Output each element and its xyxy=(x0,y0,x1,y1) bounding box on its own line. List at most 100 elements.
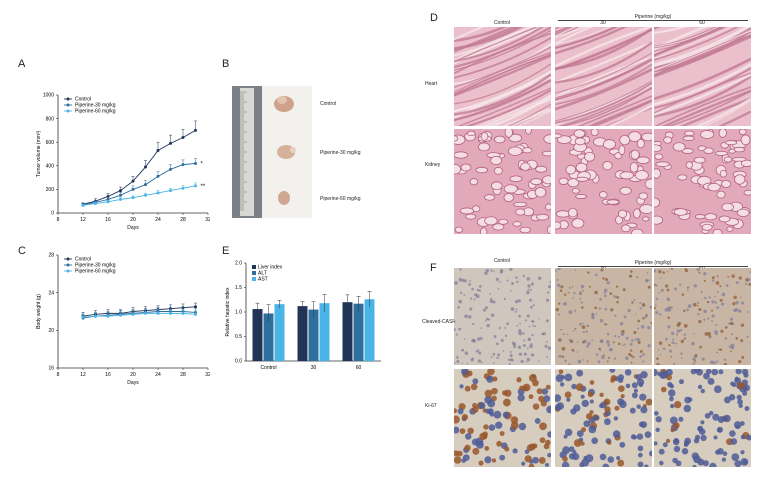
data-point xyxy=(194,184,197,188)
legend-swatch xyxy=(252,265,256,269)
legend-swatch xyxy=(252,277,256,281)
d-group-header: Piperine (mg/kg) xyxy=(634,14,672,20)
x-tick-label: 12 xyxy=(80,372,86,378)
data-point xyxy=(94,202,97,206)
data-point xyxy=(181,311,185,315)
x-tick-label: 20 xyxy=(130,372,136,378)
x-tick-label: 20 xyxy=(130,217,136,223)
y-axis-label: Body weight (g) xyxy=(36,294,42,329)
significance-mark: * xyxy=(201,161,204,167)
legend-label: AST xyxy=(258,277,268,283)
data-point xyxy=(144,311,147,315)
panel-label-f: F xyxy=(430,262,437,274)
he-heart-tile xyxy=(454,27,551,126)
data-point xyxy=(181,186,185,190)
data-point xyxy=(119,189,122,193)
d-col-30: 30 xyxy=(600,20,606,26)
bar xyxy=(263,313,274,361)
tumor-60-sample xyxy=(278,191,290,205)
legend-label: Control xyxy=(75,257,91,263)
y-axis-label: Tumor volume (mm³) xyxy=(36,130,42,177)
ihc-ki67-tile xyxy=(654,369,751,467)
data-point xyxy=(144,183,147,187)
f-col-control: Control xyxy=(493,258,511,264)
panel-label-c: C xyxy=(18,245,26,257)
y-tick-label: 200 xyxy=(46,187,55,193)
data-point xyxy=(194,161,197,165)
tumor-photo xyxy=(232,86,262,218)
data-point xyxy=(119,313,122,317)
x-tick-label: 32 xyxy=(205,217,210,223)
data-point xyxy=(181,135,185,139)
legend-marker xyxy=(66,103,70,107)
f-group-header: Piperine (mg/kg) xyxy=(634,260,672,266)
x-axis-label: Days xyxy=(127,380,139,386)
legend-swatch xyxy=(252,271,256,275)
data-point xyxy=(131,179,135,183)
data-point xyxy=(194,128,197,132)
legend-marker xyxy=(66,97,70,101)
he-kidney-tile xyxy=(654,129,751,234)
x-tick-label: 8 xyxy=(57,217,60,223)
ruler-graphic xyxy=(240,88,254,216)
y-tick-label: 400 xyxy=(46,164,55,170)
y-tick-label: 600 xyxy=(46,140,55,146)
ihc-ki67-tile xyxy=(555,369,652,467)
data-point xyxy=(131,312,135,316)
he-heart-tile xyxy=(654,27,751,126)
data-point xyxy=(144,165,147,169)
data-point xyxy=(94,314,97,318)
series-line xyxy=(82,311,196,319)
data-point xyxy=(131,187,135,191)
series-line xyxy=(82,130,196,205)
y-tick-label: 0 xyxy=(51,211,54,217)
bar xyxy=(353,303,364,361)
f-row-casp3: Cleaved-CASP3 xyxy=(422,319,459,325)
y-tick-label: 1.0 xyxy=(235,310,242,316)
data-point xyxy=(156,174,160,178)
x-tick-label: Control xyxy=(260,365,276,371)
f-row-ki67: Ki-67 xyxy=(425,403,437,409)
he-heart-tile xyxy=(555,27,652,126)
tumor-photo-bg xyxy=(262,86,312,218)
panel-label-b: B xyxy=(222,58,230,70)
y-tick-label: 0.5 xyxy=(235,334,242,340)
x-tick-label: 24 xyxy=(155,372,161,378)
d-row-heart: Heart xyxy=(425,81,438,87)
d-col-control: Control xyxy=(493,20,511,26)
data-point xyxy=(194,312,197,316)
y-tick-label: 1000 xyxy=(43,93,54,99)
legend-label: Control xyxy=(75,97,91,103)
data-point xyxy=(156,311,160,315)
data-point xyxy=(119,193,122,197)
x-tick-label: 32 xyxy=(205,372,210,378)
data-point xyxy=(156,191,160,195)
bar xyxy=(319,303,330,361)
x-tick-label: 60 xyxy=(356,365,362,371)
x-tick-label: 16 xyxy=(105,372,111,378)
legend-label: ALT xyxy=(258,271,267,277)
y-tick-label: 24 xyxy=(48,290,54,296)
d-col-60: 60 xyxy=(699,20,705,26)
series-line xyxy=(82,162,196,206)
x-tick-label: 8 xyxy=(57,372,60,378)
legend-label: Piperine-30 mg/kg xyxy=(75,263,116,269)
legend-label: Piperine-30 mg/kg xyxy=(75,103,116,109)
x-tick-label: 16 xyxy=(105,217,111,223)
x-tick-label: 12 xyxy=(80,217,86,223)
y-tick-label: 800 xyxy=(46,116,55,122)
series-line xyxy=(82,312,196,318)
data-point xyxy=(144,193,147,197)
bar xyxy=(308,309,319,361)
significance-mark: ** xyxy=(201,184,206,190)
tumor-volume-chart: 8 12 16 20 24 28 32 0 200 400 600 800 1000 Days Tumor … xyxy=(36,93,210,231)
y-tick-label: 1.5 xyxy=(235,285,242,291)
data-point xyxy=(131,196,135,200)
legend-label: Liver index xyxy=(258,265,283,271)
data-point xyxy=(106,200,110,204)
bar xyxy=(274,304,285,361)
panel-label-a: A xyxy=(18,58,26,70)
ihc-casp3-tile xyxy=(654,268,751,365)
x-tick-label: 24 xyxy=(155,217,161,223)
y-tick-label: 0.0 xyxy=(235,359,242,365)
